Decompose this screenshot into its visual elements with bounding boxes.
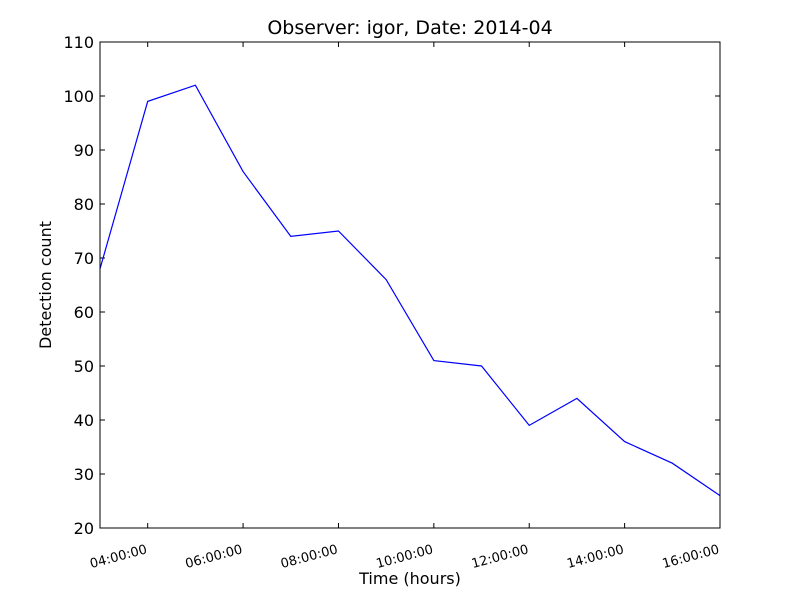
y-tick-label: 110 — [63, 33, 94, 52]
x-axis-ticks: 04:00:00 06:00:00 08:00:00 10:00:00 12:00:00… — [88, 42, 721, 572]
x-tick-label: 16:00:00 — [661, 542, 721, 572]
plot-frame — [99, 41, 721, 529]
x-axis-label: Time (hours) — [358, 569, 461, 588]
y-tick-label: 30 — [74, 465, 94, 484]
y-tick-label: 60 — [74, 303, 94, 322]
y-axis-ticks: 20 30 40 50 60 70 80 90 100 110 — [63, 33, 720, 538]
x-tick-label: 14:00:00 — [565, 542, 625, 572]
y-tick-label: 80 — [74, 195, 94, 214]
y-tick-label: 90 — [74, 141, 94, 160]
y-tick-label: 100 — [63, 87, 94, 106]
y-tick-label: 70 — [74, 249, 94, 268]
x-tick-label: 12:00:00 — [470, 542, 530, 572]
chart-title: Observer: igor, Date: 2014-04 — [267, 17, 552, 39]
y-tick-label: 20 — [74, 519, 94, 538]
y-tick-label: 50 — [74, 357, 94, 376]
series-line — [99, 84, 721, 497]
y-tick-label: 40 — [74, 411, 94, 430]
x-tick-label: 06:00:00 — [184, 542, 244, 572]
x-tick-label: 10:00:00 — [375, 542, 435, 572]
x-tick-label: 04:00:00 — [88, 542, 148, 572]
y-axis-label: Detection count — [36, 221, 55, 349]
x-tick-label: 08:00:00 — [279, 542, 339, 572]
